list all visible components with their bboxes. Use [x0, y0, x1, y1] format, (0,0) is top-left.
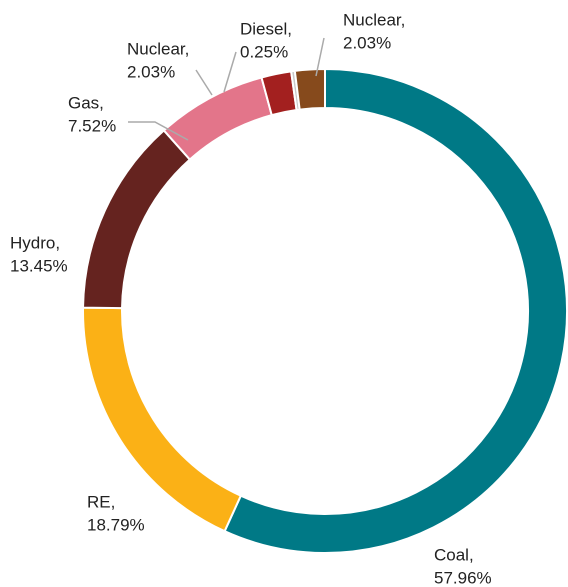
value-label: 2.03%: [343, 33, 391, 52]
value-label: 57.96%: [434, 568, 492, 587]
value-label: 7.52%: [68, 116, 116, 135]
value-label: 0.25%: [240, 42, 288, 61]
value-label: 18.79%: [87, 515, 145, 534]
category-label: RE,: [87, 492, 115, 511]
category-label: Hydro,: [10, 233, 60, 252]
donut-segment: [293, 67, 326, 111]
category-label: Coal,: [434, 545, 474, 564]
value-label: 13.45%: [10, 256, 68, 275]
donut-segment: [223, 67, 568, 554]
donut-segment: [162, 76, 273, 161]
category-label: Nuclear,: [343, 10, 405, 29]
value-label: 2.03%: [127, 62, 175, 81]
leader-line: [195, 69, 213, 96]
category-label: Diesel,: [240, 19, 292, 38]
leader-line: [128, 121, 189, 141]
leader-line: [223, 51, 237, 93]
category-label: Nuclear,: [127, 39, 189, 58]
leader-line: [315, 37, 325, 77]
category-label: Gas,: [68, 93, 104, 112]
donut-segment: [82, 129, 192, 310]
